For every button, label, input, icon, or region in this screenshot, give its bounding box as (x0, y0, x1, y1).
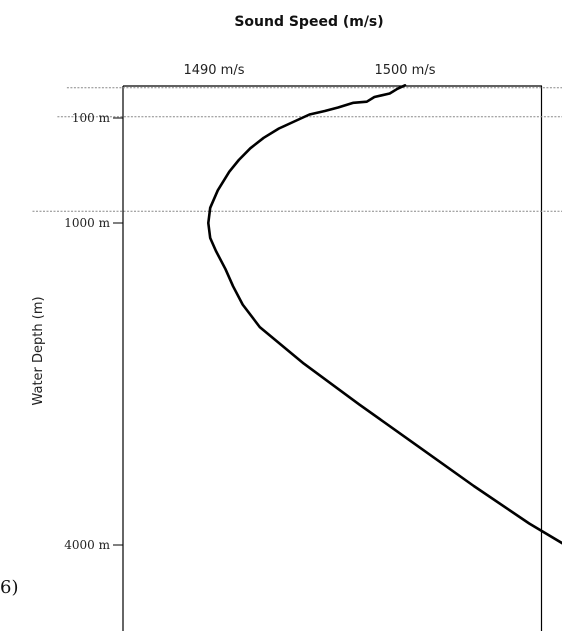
y-axis-ticks: 100 m 1000 m 4000 m (64, 111, 123, 552)
y-tick-label-4000: 4000 m (64, 538, 110, 552)
chart-title: Sound Speed (m/s) (234, 14, 383, 30)
y-tick-label-100: 100 m (72, 111, 111, 125)
sound-speed-profile-line (207, 84, 562, 545)
figure-label-fragment: 6) (0, 577, 18, 598)
y-axis-title: Water Depth (m) (31, 296, 46, 405)
y-tick-label-1000: 1000 m (64, 216, 110, 230)
x-tick-label-1500: 1500 m/s (374, 63, 435, 78)
reference-lines (32, 87, 562, 212)
x-tick-label-1490: 1490 m/s (183, 63, 244, 78)
plot-frame (122, 85, 543, 631)
